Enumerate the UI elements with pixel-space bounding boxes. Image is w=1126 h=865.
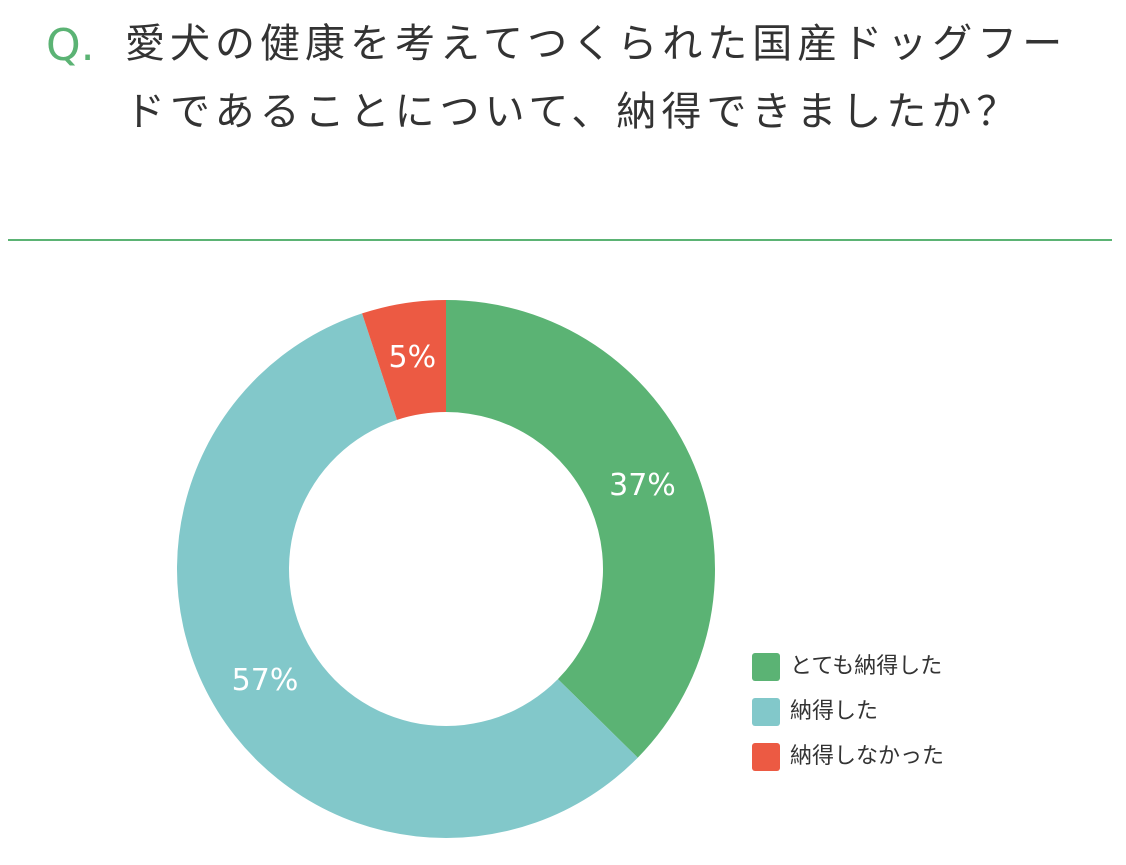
data-label: 37% [609, 468, 676, 503]
data-label: 5% [389, 340, 437, 375]
legend-swatch [752, 698, 780, 726]
legend-label: 納得した [790, 699, 878, 724]
legend-label: 納得しなかった [790, 744, 944, 769]
divider [8, 239, 1112, 241]
donut-segment [362, 300, 446, 420]
legend-swatch [752, 743, 780, 771]
chart-title: 愛犬の健康を考えてつくられた国産ドッグフードであることについて、納得できましたか… [125, 21, 1068, 135]
data-label: 57% [232, 663, 299, 698]
question-label: Q. [46, 20, 95, 71]
legend-label: とても納得した [790, 654, 942, 679]
donut-segment [446, 300, 715, 758]
legend-swatch [752, 653, 780, 681]
donut-segment [176, 313, 638, 838]
